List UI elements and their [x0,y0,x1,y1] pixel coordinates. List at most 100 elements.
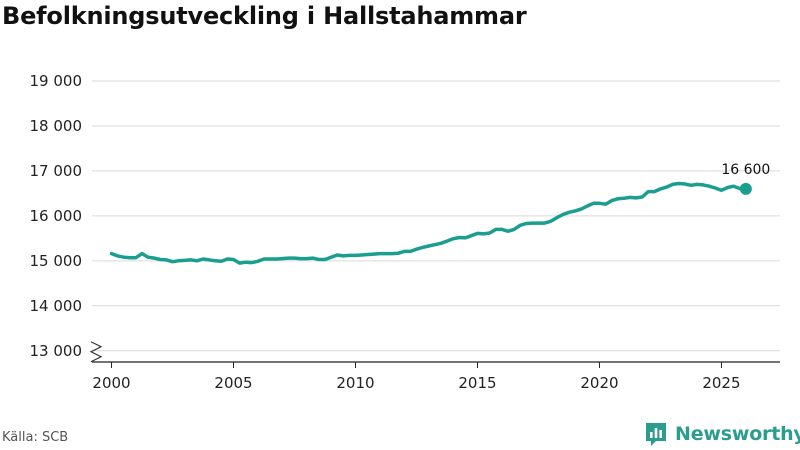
data-point[interactable] [475,231,480,236]
series-line[interactable] [109,181,748,265]
data-point[interactable] [444,239,449,244]
data-point[interactable] [652,189,657,194]
data-point[interactable] [432,242,437,247]
data-point[interactable] [566,210,571,215]
data-point[interactable] [487,230,492,235]
data-point[interactable] [530,221,535,226]
data-point[interactable] [249,260,254,265]
data-point[interactable] [585,203,590,208]
data-point[interactable] [664,185,669,190]
data-point[interactable] [670,182,675,187]
data-point[interactable] [554,215,559,220]
data-point[interactable] [536,221,541,226]
data-point[interactable] [591,201,596,206]
data-point[interactable] [127,255,132,260]
data-point[interactable] [347,253,352,258]
data-point[interactable] [573,208,578,213]
data-point[interactable] [146,255,151,260]
data-point[interactable] [298,256,303,261]
data-point[interactable] [176,258,181,263]
data-point[interactable] [237,261,242,266]
data-point[interactable] [524,221,529,226]
data-point[interactable] [182,258,187,263]
data-point[interactable] [457,235,462,240]
data-point[interactable] [390,251,395,256]
data-point[interactable] [274,257,279,262]
data-point[interactable] [286,256,291,261]
data-point[interactable] [310,256,315,261]
data-point[interactable] [115,253,120,258]
data-point[interactable] [292,256,297,261]
data-point[interactable] [695,182,700,187]
data-point[interactable] [481,231,486,236]
data-point[interactable] [426,244,431,249]
data-point[interactable] [201,257,206,262]
data-point[interactable] [420,245,425,250]
data-point[interactable] [268,257,273,262]
data-point[interactable] [493,227,498,232]
data-point[interactable] [713,186,718,191]
data-point[interactable] [109,251,114,256]
data-point[interactable] [719,188,724,193]
data-point[interactable] [518,223,523,228]
data-point[interactable] [579,207,584,212]
data-point[interactable] [463,235,468,240]
data-point[interactable] [560,212,565,217]
data-point[interactable] [469,233,474,238]
data-point[interactable] [353,253,358,258]
data-point[interactable] [627,195,632,200]
end-point-marker[interactable] [739,182,752,195]
data-point[interactable] [207,257,212,262]
data-point[interactable] [548,219,553,224]
data-point[interactable] [255,259,260,264]
data-point[interactable] [658,186,663,191]
data-point[interactable] [634,195,639,200]
data-point[interactable] [512,227,517,232]
data-point[interactable] [603,202,608,207]
data-point[interactable] [371,252,376,257]
data-point[interactable] [408,249,413,254]
data-point[interactable] [701,182,706,187]
data-point[interactable] [194,258,199,263]
data-point[interactable] [158,257,163,262]
data-point[interactable] [731,184,736,189]
data-point[interactable] [316,257,321,262]
data-point[interactable] [140,251,145,256]
data-point[interactable] [213,258,218,263]
data-point[interactable] [676,181,681,186]
data-point[interactable] [402,249,407,254]
data-point[interactable] [231,257,236,262]
data-point[interactable] [219,259,224,264]
data-point[interactable] [341,253,346,258]
data-point[interactable] [329,255,334,260]
data-point[interactable] [451,236,456,241]
data-point[interactable] [170,259,175,264]
data-point[interactable] [359,252,364,257]
data-point[interactable] [262,257,267,262]
data-point[interactable] [615,196,620,201]
data-point[interactable] [133,255,138,260]
data-point[interactable] [621,196,626,201]
data-point[interactable] [597,201,602,206]
data-point[interactable] [499,227,504,232]
data-point[interactable] [243,260,248,265]
data-point[interactable] [365,252,370,257]
data-point[interactable] [121,255,126,260]
data-point[interactable] [377,251,382,256]
data-point[interactable] [505,229,510,234]
data-point[interactable] [188,257,193,262]
data-point[interactable] [322,257,327,262]
data-point[interactable] [164,257,169,262]
data-point[interactable] [725,185,730,190]
data-point[interactable] [707,184,712,189]
brand-logo[interactable]: Newsworthy [644,420,800,448]
data-point[interactable] [280,256,285,261]
data-point[interactable] [396,251,401,256]
data-point[interactable] [438,241,443,246]
data-point[interactable] [646,189,651,194]
data-point[interactable] [542,221,547,226]
data-point[interactable] [609,198,614,203]
data-point[interactable] [225,257,230,262]
data-point[interactable] [688,183,693,188]
data-point[interactable] [304,256,309,261]
